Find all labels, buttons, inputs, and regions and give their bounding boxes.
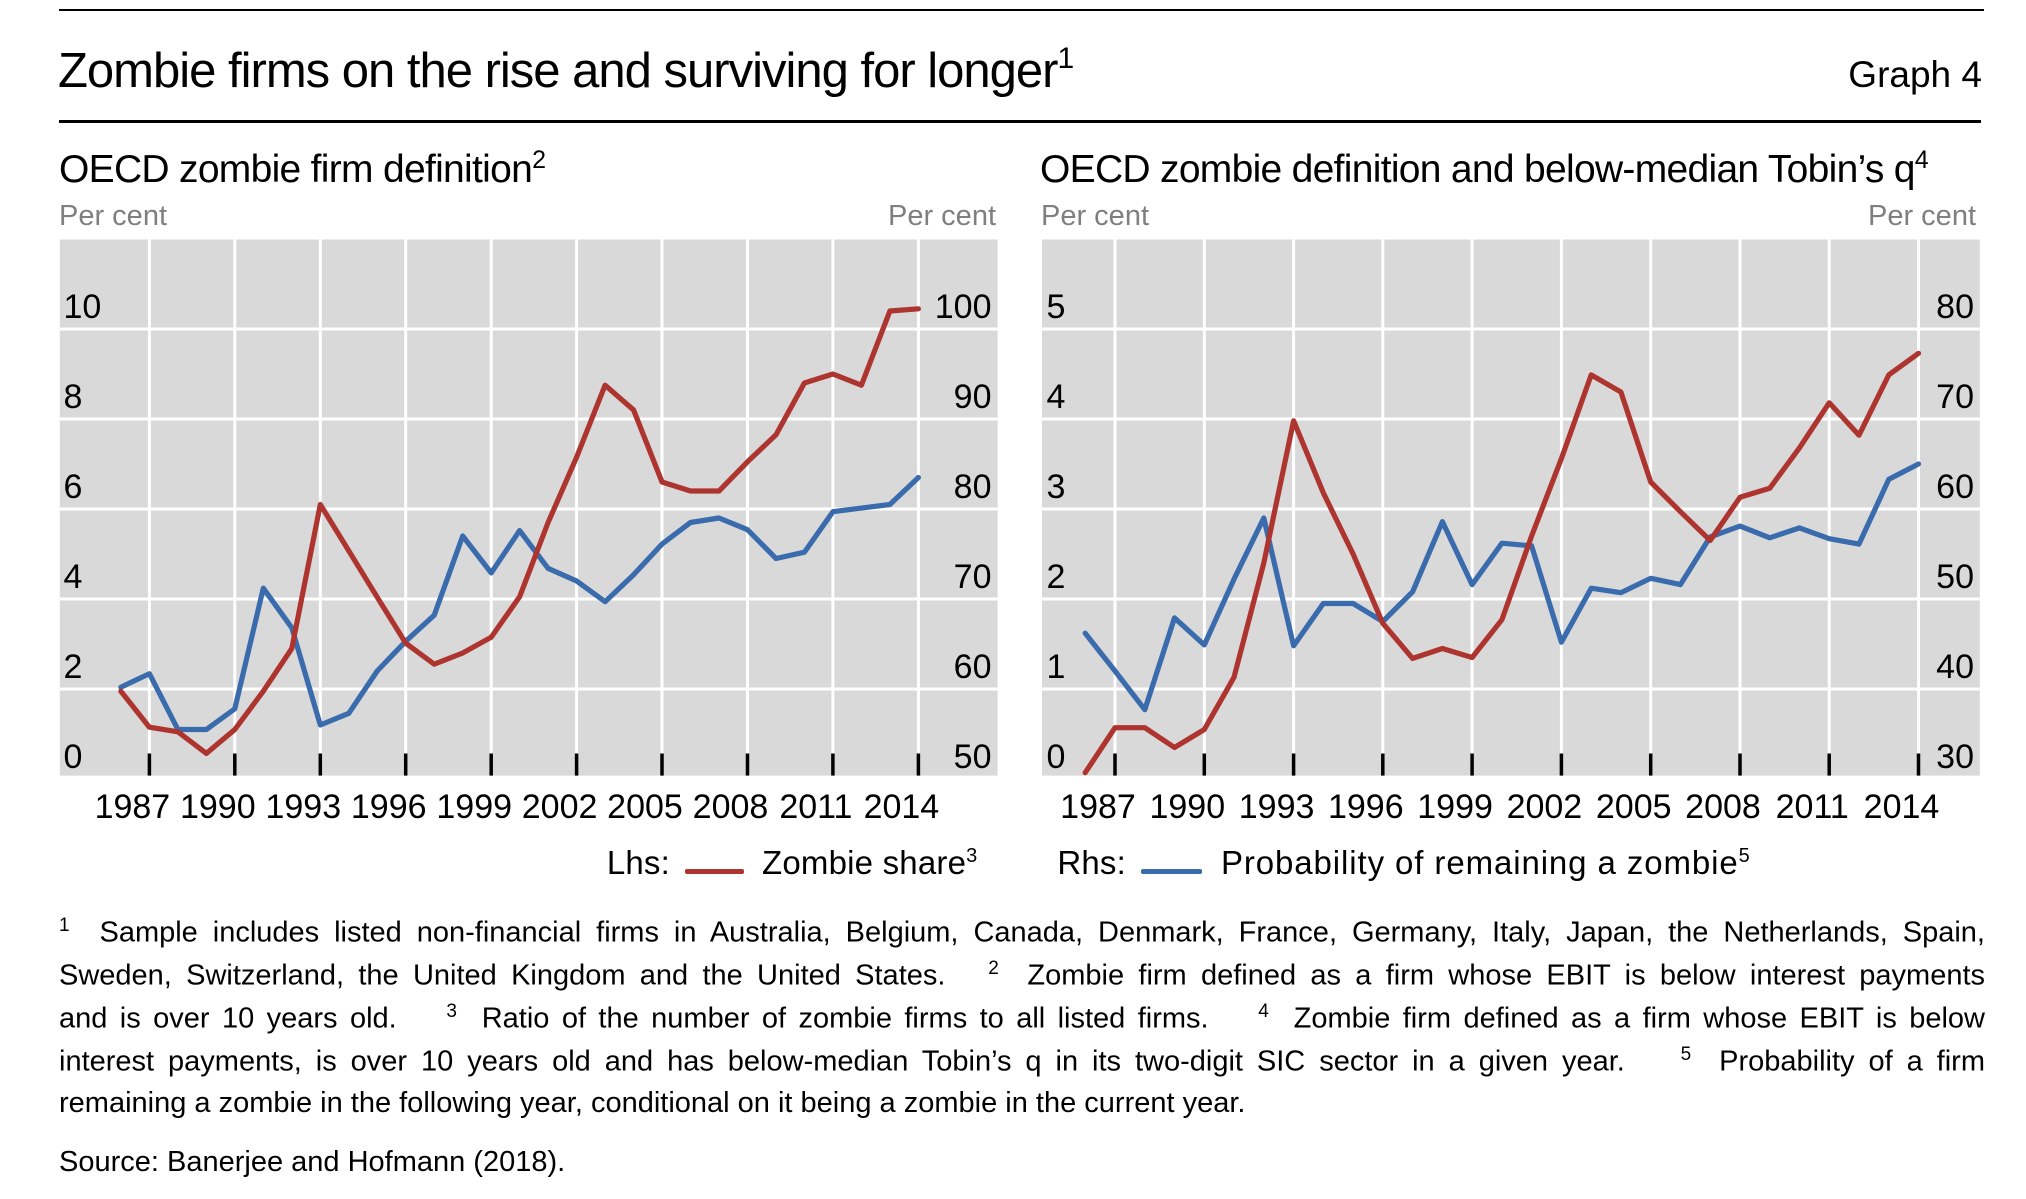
svg-text:4: 4 [1047,378,1066,416]
svg-text:5: 5 [1047,288,1066,326]
svg-text:50: 50 [1936,558,1974,596]
svg-text:70: 70 [954,558,992,596]
svg-text:60: 60 [954,648,992,686]
svg-text:50: 50 [954,738,992,776]
svg-text:0: 0 [1047,738,1066,776]
svg-text:2008: 2008 [1685,788,1761,826]
svg-text:1996: 1996 [1328,788,1404,826]
svg-text:1: 1 [1047,648,1066,686]
svg-text:30: 30 [1936,738,1974,776]
svg-text:1993: 1993 [1239,788,1315,826]
svg-text:1987: 1987 [95,788,171,826]
svg-text:1999: 1999 [436,788,512,826]
svg-text:10: 10 [64,288,102,326]
svg-text:3: 3 [1047,468,1066,506]
svg-text:2002: 2002 [1507,788,1583,826]
svg-text:0: 0 [64,738,83,776]
svg-text:2005: 2005 [1596,788,1672,826]
svg-text:1987: 1987 [1060,788,1136,826]
svg-text:2002: 2002 [522,788,598,826]
svg-text:80: 80 [1936,288,1974,326]
svg-text:8: 8 [64,378,83,416]
svg-text:80: 80 [954,468,992,506]
svg-text:1999: 1999 [1417,788,1493,826]
svg-text:2014: 2014 [864,788,940,826]
svg-text:40: 40 [1936,648,1974,686]
svg-text:2011: 2011 [779,788,852,826]
svg-text:2008: 2008 [693,788,769,826]
svg-text:4: 4 [64,558,83,596]
svg-text:100: 100 [935,288,992,326]
svg-text:60: 60 [1936,468,1974,506]
svg-text:90: 90 [954,378,992,416]
svg-text:2: 2 [64,648,83,686]
svg-text:70: 70 [1936,378,1974,416]
svg-text:1996: 1996 [351,788,427,826]
svg-text:1990: 1990 [180,788,256,826]
svg-text:1993: 1993 [265,788,341,826]
svg-text:6: 6 [64,468,83,506]
svg-text:2014: 2014 [1864,788,1940,826]
svg-text:2011: 2011 [1776,788,1849,826]
svg-text:1990: 1990 [1149,788,1225,826]
svg-text:2005: 2005 [607,788,683,826]
svg-text:2: 2 [1047,558,1066,596]
